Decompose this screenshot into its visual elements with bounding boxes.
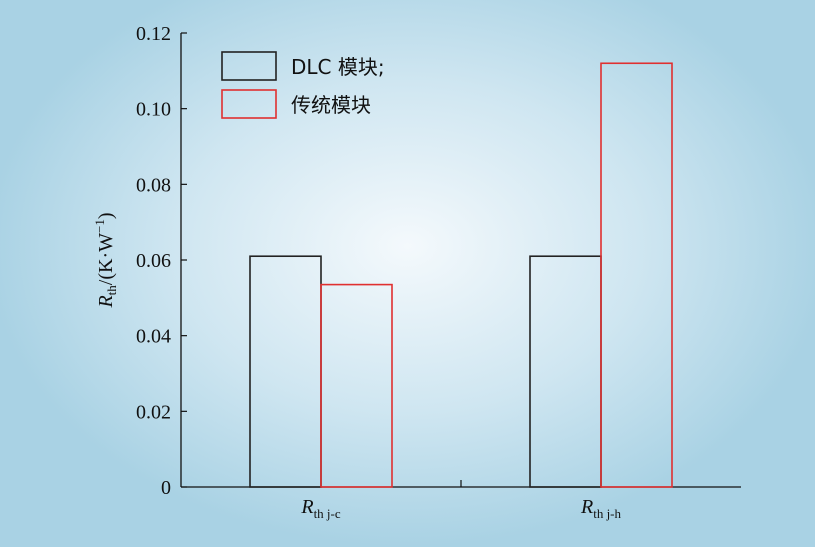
bar-0-0 (249, 255, 322, 488)
bar-1-1 (600, 62, 673, 488)
legend-label-1: 传统模块 (291, 93, 371, 117)
y-tick-label: 0.10 (136, 99, 171, 121)
bars: Rth j-c Rth j-h (249, 62, 673, 521)
legend-swatch-0 (221, 51, 277, 81)
x-tick-label-sub: th j-c (314, 506, 341, 521)
y-axis-label-sub: th (104, 285, 119, 296)
y-tick-label: 0.06 (136, 250, 171, 272)
y-tick-label: 0.04 (136, 326, 171, 348)
x-tick-label-main: R (580, 496, 593, 518)
y-axis-label-main: R (95, 295, 117, 308)
y-axis-label-end: ) (95, 212, 117, 219)
y-axis-label-rest: /(K·W (95, 233, 117, 285)
y-tick-label: 0.08 (136, 174, 171, 196)
x-tick-label-sub: th j-h (593, 506, 621, 521)
legend-label-0: DLC 模块; (291, 55, 385, 79)
x-tick-label: Rth j-c (300, 496, 341, 521)
legend: DLC 模块; 传统模块 (221, 51, 385, 119)
y-axis-label-sup: −1 (92, 219, 107, 233)
y-axis-label: Rth/(K·W−1) (92, 212, 119, 308)
bar-0-1 (320, 283, 393, 488)
legend-swatch-1 (221, 89, 277, 119)
x-tick-label: Rth j-h (580, 496, 622, 521)
y-tick-label: 0.02 (136, 401, 171, 423)
axes: 0 0.02 0.04 0.06 0.08 0.10 0.12 Rth/(K·W−1) (92, 23, 741, 499)
bar-1-0 (529, 255, 602, 488)
y-tick-label: 0 (161, 477, 171, 499)
x-tick-label-main: R (300, 496, 313, 518)
y-tick-label: 0.12 (136, 23, 171, 45)
